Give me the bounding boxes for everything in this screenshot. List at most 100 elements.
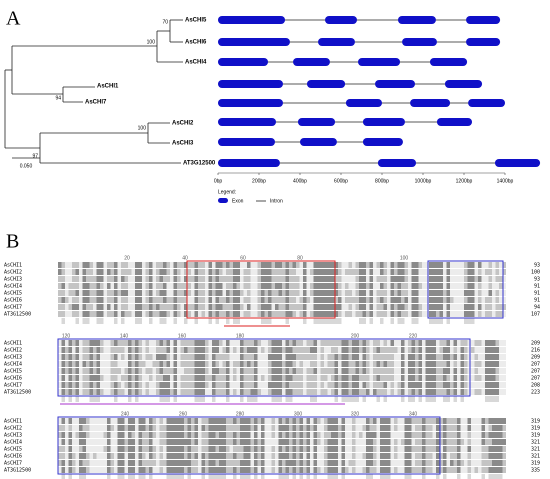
residue-shade bbox=[177, 354, 181, 360]
residue-shade bbox=[415, 460, 419, 466]
residue-shade bbox=[397, 311, 401, 317]
residue-shade bbox=[271, 297, 275, 303]
residue-shade bbox=[453, 276, 457, 282]
residue-shade bbox=[205, 276, 209, 282]
residue-shade bbox=[306, 354, 310, 360]
residue-shade bbox=[138, 347, 142, 353]
residue-shade bbox=[236, 375, 240, 381]
residue-shade bbox=[68, 439, 72, 445]
residue-shade bbox=[191, 262, 195, 268]
residue-shade bbox=[247, 354, 251, 360]
residue-shade bbox=[327, 432, 331, 438]
residue-shade bbox=[401, 361, 405, 367]
residue-shade bbox=[93, 453, 97, 459]
residue-shade bbox=[411, 368, 415, 374]
residue-shade bbox=[348, 283, 352, 289]
residue-shade bbox=[163, 311, 167, 317]
residue-shade bbox=[247, 418, 251, 424]
residue-shade bbox=[247, 396, 251, 402]
exon bbox=[345, 99, 382, 107]
residue-shade bbox=[341, 467, 345, 473]
residue-shade bbox=[488, 467, 492, 473]
residue-shade bbox=[110, 368, 114, 374]
residue-shade bbox=[152, 368, 156, 374]
residue-shade bbox=[313, 347, 317, 353]
residue-shade bbox=[341, 389, 345, 395]
residue-shade bbox=[194, 389, 198, 395]
residue-shade bbox=[450, 262, 454, 268]
residue-shade bbox=[205, 262, 209, 268]
residue-shade bbox=[121, 311, 125, 317]
residue-shade bbox=[303, 283, 307, 289]
residue-shade bbox=[156, 269, 160, 275]
residue-shade bbox=[485, 283, 489, 289]
residue-shade bbox=[236, 276, 240, 282]
residue-shade bbox=[436, 361, 440, 367]
residue-shade bbox=[233, 304, 237, 310]
residue-shade bbox=[177, 304, 181, 310]
residue-shade bbox=[285, 389, 289, 395]
residue-shade bbox=[110, 311, 114, 317]
residue-shade bbox=[397, 297, 401, 303]
residue-shade bbox=[355, 418, 359, 424]
residue-shade bbox=[212, 453, 216, 459]
residue-shade bbox=[362, 418, 366, 424]
residue-shade bbox=[422, 269, 426, 275]
residue-shade bbox=[128, 382, 132, 388]
residue-shade bbox=[96, 262, 100, 268]
residue-shade bbox=[173, 318, 177, 324]
residue-shade bbox=[180, 368, 184, 374]
residue-shade bbox=[355, 347, 359, 353]
residue-shade bbox=[142, 276, 146, 282]
residue-shade bbox=[327, 262, 331, 268]
residue-shade bbox=[282, 460, 286, 466]
residue-shade bbox=[495, 304, 499, 310]
residue-shade bbox=[387, 446, 391, 452]
residue-shade bbox=[240, 361, 244, 367]
residue-shade bbox=[222, 311, 226, 317]
residue-shade bbox=[313, 389, 317, 395]
residue-shade bbox=[107, 368, 111, 374]
residue-shade bbox=[411, 467, 415, 473]
exon bbox=[358, 58, 401, 66]
residue-shade bbox=[394, 283, 398, 289]
residue-shade bbox=[163, 318, 167, 324]
residue-shade bbox=[334, 361, 338, 367]
residue-shade bbox=[303, 389, 307, 395]
residue-shade bbox=[75, 340, 79, 346]
residue-shade bbox=[352, 425, 356, 431]
residue-shade bbox=[390, 361, 394, 367]
exon bbox=[218, 99, 283, 107]
residue-shade bbox=[338, 269, 342, 275]
exon bbox=[444, 80, 483, 88]
residue-shade bbox=[320, 304, 324, 310]
residue-shade bbox=[359, 446, 363, 452]
residue-shade bbox=[373, 354, 377, 360]
sequence-name: AsCHI6 bbox=[4, 376, 22, 382]
residue-shade bbox=[184, 262, 188, 268]
residue-shade bbox=[408, 460, 412, 466]
residue-shade bbox=[457, 304, 461, 310]
residue-shade bbox=[485, 467, 489, 473]
residue-shade bbox=[68, 361, 72, 367]
residue-shade bbox=[373, 389, 377, 395]
residue-shade bbox=[247, 382, 251, 388]
residue-shade bbox=[422, 276, 426, 282]
residue-shade bbox=[173, 283, 177, 289]
residue-shade bbox=[250, 368, 254, 374]
residue-shade bbox=[422, 418, 426, 424]
residue-shade bbox=[383, 467, 387, 473]
residue-shade bbox=[194, 439, 198, 445]
residue-shade bbox=[446, 375, 450, 381]
residue-shade bbox=[96, 453, 100, 459]
residue-shade bbox=[376, 453, 380, 459]
residue-shade bbox=[299, 474, 303, 479]
residue-shade bbox=[450, 460, 454, 466]
residue-shade bbox=[145, 269, 149, 275]
residue-shade bbox=[215, 304, 219, 310]
residue-shade bbox=[278, 467, 282, 473]
residue-shade bbox=[233, 382, 237, 388]
residue-shade bbox=[411, 439, 415, 445]
residue-shade bbox=[478, 439, 482, 445]
residue-shade bbox=[86, 389, 90, 395]
